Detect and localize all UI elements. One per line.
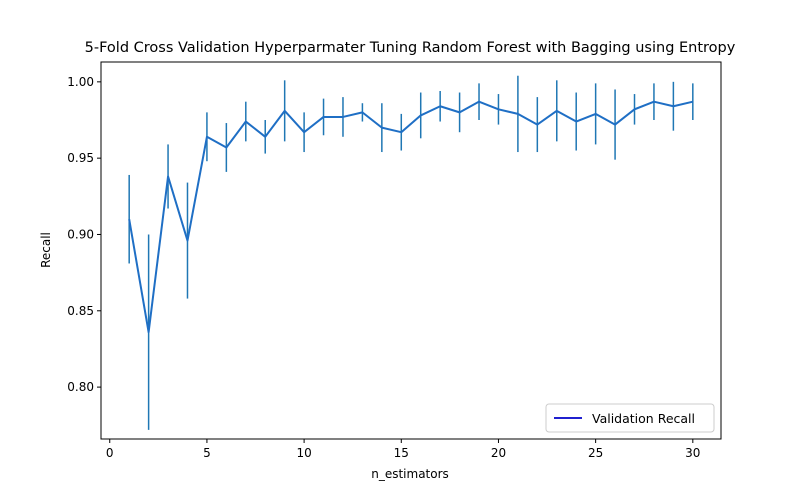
data-point (672, 105, 674, 107)
y-axis-label: Recall (39, 232, 53, 268)
data-point (342, 116, 344, 118)
data-point (361, 111, 363, 113)
chart-title: 5-Fold Cross Validation Hyperparmater Tu… (85, 40, 736, 56)
data-point (614, 124, 616, 126)
data-point (381, 127, 383, 129)
data-point (653, 101, 655, 103)
data-point (148, 331, 150, 333)
data-point (186, 240, 188, 242)
legend-label: Validation Recall (592, 411, 695, 426)
y-tick-label: 0.95 (67, 151, 94, 165)
x-tick-label: 10 (296, 446, 311, 460)
x-tick-label: 15 (394, 446, 409, 460)
data-point (400, 131, 402, 133)
x-tick-label: 25 (588, 446, 603, 460)
plot-area (100, 61, 722, 440)
data-point (284, 110, 286, 112)
data-point (692, 101, 694, 103)
x-tick-label: 20 (491, 446, 506, 460)
y-tick-label: 0.80 (67, 380, 94, 394)
data-point (225, 146, 227, 148)
data-point (634, 108, 636, 110)
data-point (497, 108, 499, 110)
data-point (420, 114, 422, 116)
data-point (517, 113, 519, 115)
data-point (303, 131, 305, 133)
y-tick-label: 0.90 (67, 227, 94, 241)
data-point (536, 124, 538, 126)
y-tick-label: 0.85 (67, 304, 94, 318)
data-point (245, 121, 247, 123)
x-tick-label: 30 (685, 446, 700, 460)
data-point (439, 105, 441, 107)
data-point (575, 121, 577, 123)
legend-box (545, 403, 715, 433)
x-axis-label: n_estimators (371, 467, 449, 481)
data-point (459, 111, 461, 113)
y-axis: 0.80 0.85 0.90 0.95 1.00 (67, 75, 101, 394)
x-axis: 0 5 10 15 20 25 30 (106, 439, 700, 460)
data-point (478, 101, 480, 103)
legend: Validation Recall (545, 403, 715, 433)
data-point (264, 136, 266, 138)
x-tick-label: 5 (203, 446, 211, 460)
data-point (556, 110, 558, 112)
data-point (206, 136, 208, 138)
data-point (167, 175, 169, 177)
data-point (323, 116, 325, 118)
axes-frame (100, 61, 722, 440)
data-point (595, 113, 597, 115)
y-tick-label: 1.00 (67, 75, 94, 89)
x-tick-label: 0 (106, 446, 114, 460)
data-point (128, 218, 130, 220)
series-line (128, 100, 694, 334)
